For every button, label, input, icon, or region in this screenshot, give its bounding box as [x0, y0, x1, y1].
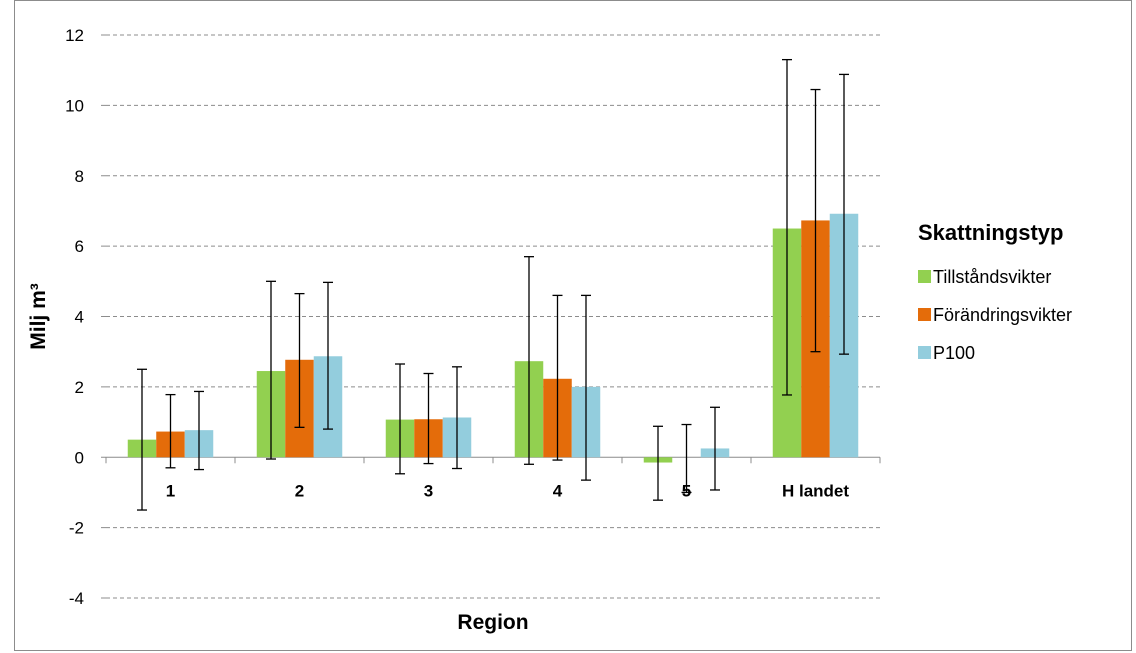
legend-swatch: [918, 308, 931, 321]
y-tick-labels: -4 -2 0 2 4 6 8 10 12: [65, 26, 106, 608]
error-bars: [137, 58, 849, 511]
legend-label: Tillståndsvikter: [933, 267, 1051, 287]
y-tick-label: -4: [69, 589, 84, 608]
legend-title: Skattningstyp: [918, 220, 1063, 245]
x-tick-label: 3: [424, 481, 433, 500]
gridlines: [106, 34, 880, 599]
y-axis-title: Milj m³: [27, 283, 50, 350]
y-tick-label: 10: [65, 96, 84, 115]
x-tick-label: 5: [682, 481, 691, 500]
x-tick-labels: 1 2 3 4 5 H landet: [166, 481, 850, 500]
legend-swatch: [918, 346, 931, 359]
x-tick-label: H landet: [782, 481, 849, 500]
chart-frame: [14, 0, 1132, 651]
y-tick-label: 2: [75, 378, 84, 397]
x-axis-line: [105, 456, 881, 464]
x-tick-label: 1: [166, 481, 175, 500]
legend: Skattningstyp Tillståndsvikter Förändring…: [918, 220, 1072, 363]
x-axis-title: Region: [457, 611, 528, 634]
y-tick-label: 12: [65, 26, 84, 45]
legend-label: Förändringsvikter: [933, 305, 1072, 325]
y-tick-label: 4: [75, 308, 84, 327]
y-tick-label: 0: [75, 448, 84, 467]
y-tick-label: -2: [69, 519, 84, 538]
legend-items: Tillståndsvikter Förändringsvikter P100: [918, 267, 1072, 363]
y-tick-label: 8: [75, 167, 84, 186]
bars: [127, 213, 859, 463]
legend-label: P100: [933, 343, 975, 363]
y-tick-label: 6: [75, 237, 84, 256]
x-tick-label: 2: [295, 481, 304, 500]
legend-swatch: [918, 270, 931, 283]
x-tick-label: 4: [553, 481, 563, 500]
